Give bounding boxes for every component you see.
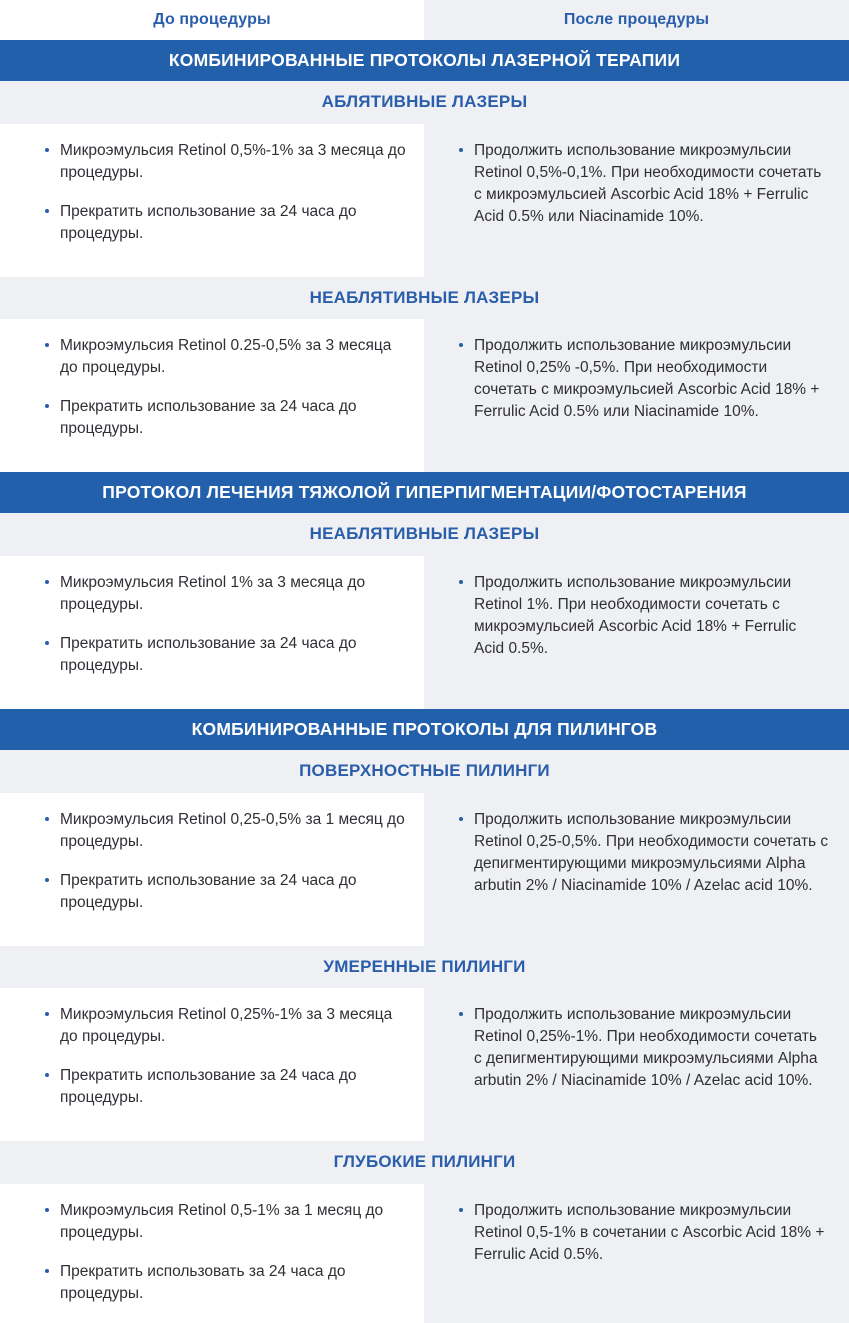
list-item: Микроэмульсия Retinol 0,5-1% за 1 месяц …: [44, 1200, 406, 1244]
list-item: Прекратить использование за 24 часа до п…: [44, 396, 406, 440]
cell-before: Микроэмульсия Retinol 0,25%-1% за 3 меся…: [0, 988, 424, 1127]
bullet-list-before: Микроэмульсия Retinol 0.25-0,5% за 3 мес…: [44, 335, 406, 440]
list-item: Прекратить использование за 24 часа до п…: [44, 201, 406, 245]
group-subtitle: ГЛУБОКИЕ ПИЛИНГИ: [0, 1141, 849, 1184]
group-row: Микроэмульсия Retinol 0,25%-1% за 3 меся…: [0, 988, 849, 1127]
group-gap: [0, 932, 849, 946]
list-item: Продолжить использование микроэмульсии R…: [458, 1200, 829, 1266]
section-banner: ПРОТОКОЛ ЛЕЧЕНИЯ ТЯЖОЛОЙ ГИПЕРПИГМЕНТАЦИ…: [0, 472, 849, 514]
bullet-list-after: Продолжить использование микроэмульсии R…: [458, 809, 829, 897]
list-item: Микроэмульсия Retinol 0,25-0,5% за 1 мес…: [44, 809, 406, 853]
group-row: Микроэмульсия Retinol 0,5%-1% за 3 месяц…: [0, 124, 849, 263]
cell-after: Продолжить использование микроэмульсии R…: [424, 988, 849, 1127]
cell-before: Микроэмульсия Retinol 0.25-0,5% за 3 мес…: [0, 319, 424, 458]
group-subtitle: УМЕРЕННЫЕ ПИЛИНГИ: [0, 945, 849, 989]
list-item: Прекратить использование за 24 часа до п…: [44, 1065, 406, 1109]
list-item: Микроэмульсия Retinol 0.25-0,5% за 3 мес…: [44, 335, 406, 379]
group-row: Микроэмульсия Retinol 1% за 3 месяца до …: [0, 556, 849, 695]
group-gap: [0, 263, 849, 277]
section-gap: [0, 458, 849, 473]
bullet-list-after: Продолжить использование микроэмульсии R…: [458, 335, 829, 423]
section-gap: [0, 694, 849, 709]
column-header-before: До процедуры: [153, 11, 271, 28]
list-item: Продолжить использование микроэмульсии R…: [458, 140, 829, 228]
list-item: Микроэмульсия Retinol 0,25%-1% за 3 меся…: [44, 1004, 406, 1048]
group-subtitle: АБЛЯТИВНЫЕ ЛАЗЕРЫ: [0, 81, 849, 124]
column-header-row: До процедуры После процедуры: [0, 0, 849, 40]
bullet-list-after: Продолжить использование микроэмульсии R…: [458, 1200, 829, 1266]
bullet-list-after: Продолжить использование микроэмульсии R…: [458, 1004, 829, 1092]
group-row: Микроэмульсия Retinol 0,5-1% за 1 месяц …: [0, 1184, 849, 1323]
bullet-list-after: Продолжить использование микроэмульсии R…: [458, 572, 829, 660]
list-item: Прекратить использование за 24 часа до п…: [44, 870, 406, 914]
group-row: Микроэмульсия Retinol 0.25-0,5% за 3 мес…: [0, 319, 849, 458]
list-item: Микроэмульсия Retinol 1% за 3 месяца до …: [44, 572, 406, 616]
list-item: Продолжить использование микроэмульсии R…: [458, 1004, 829, 1092]
cell-before: Микроэмульсия Retinol 0,5-1% за 1 месяц …: [0, 1184, 424, 1323]
group-subtitle: НЕАБЛЯТИВНЫЕ ЛАЗЕРЫ: [0, 513, 849, 556]
bullet-list-before: Микроэмульсия Retinol 0,25%-1% за 3 меся…: [44, 1004, 406, 1109]
list-item: Продолжить использование микроэмульсии R…: [458, 335, 829, 423]
bullet-list-before: Микроэмульсия Retinol 1% за 3 месяца до …: [44, 572, 406, 677]
list-item: Микроэмульсия Retinol 0,5%-1% за 3 месяц…: [44, 140, 406, 184]
group-gap: [0, 1127, 849, 1141]
list-item: Продолжить использование микроэмульсии R…: [458, 572, 829, 660]
cell-after: Продолжить использование микроэмульсии R…: [424, 319, 849, 458]
sections-root: КОМБИНИРОВАННЫЕ ПРОТОКОЛЫ ЛАЗЕРНОЙ ТЕРАП…: [0, 40, 849, 1323]
cell-after: Продолжить использование микроэмульсии R…: [424, 124, 849, 263]
section-banner: КОМБИНИРОВАННЫЕ ПРОТОКОЛЫ ДЛЯ ПИЛИНГОВ: [0, 708, 849, 751]
bullet-list-before: Микроэмульсия Retinol 0,5-1% за 1 месяц …: [44, 1200, 406, 1305]
list-item: Продолжить использование микроэмульсии R…: [458, 809, 829, 897]
list-item: Прекратить использование за 24 часа до п…: [44, 633, 406, 677]
bullet-list-before: Микроэмульсия Retinol 0,5%-1% за 3 месяц…: [44, 140, 406, 245]
group-subtitle: НЕАБЛЯТИВНЫЕ ЛАЗЕРЫ: [0, 276, 849, 320]
cell-before: Микроэмульсия Retinol 0,25-0,5% за 1 мес…: [0, 793, 424, 932]
list-item: Прекратить использовать за 24 часа до пр…: [44, 1261, 406, 1305]
cell-before: Микроэмульсия Retinol 0,5%-1% за 3 месяц…: [0, 124, 424, 263]
cell-before: Микроэмульсия Retinol 1% за 3 месяца до …: [0, 556, 424, 695]
group-subtitle: ПОВЕРХНОСТНЫЕ ПИЛИНГИ: [0, 750, 849, 793]
column-header-after: После процедуры: [563, 11, 710, 28]
bullet-list-before: Микроэмульсия Retinol 0,25-0,5% за 1 мес…: [44, 809, 406, 914]
section-banner: КОМБИНИРОВАННЫЕ ПРОТОКОЛЫ ЛАЗЕРНОЙ ТЕРАП…: [0, 40, 849, 82]
cell-after: Продолжить использование микроэмульсии R…: [424, 1184, 849, 1323]
group-row: Микроэмульсия Retinol 0,25-0,5% за 1 мес…: [0, 793, 849, 932]
cell-after: Продолжить использование микроэмульсии R…: [424, 793, 849, 932]
cell-after: Продолжить использование микроэмульсии R…: [424, 556, 849, 695]
bullet-list-after: Продолжить использование микроэмульсии R…: [458, 140, 829, 228]
